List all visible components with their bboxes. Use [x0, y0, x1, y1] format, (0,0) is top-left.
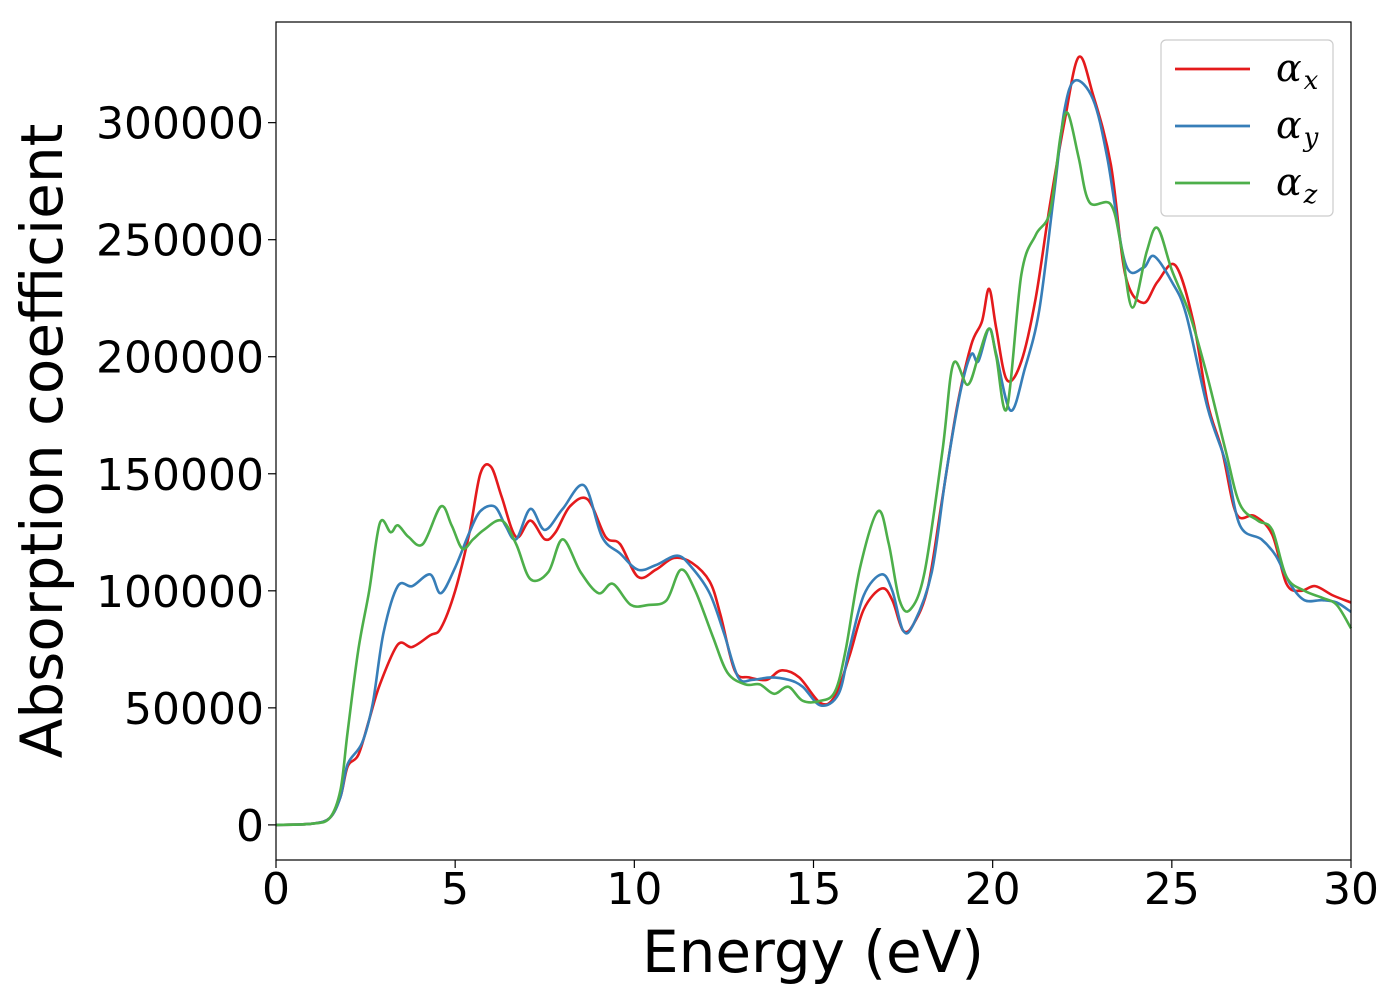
- x-tick-label: 15: [786, 864, 842, 915]
- y-tick-label: 50000: [124, 684, 264, 735]
- y-axis-label: Absorption coefficient: [8, 124, 76, 759]
- x-tick-label: 20: [965, 864, 1021, 915]
- y-axis-ticks: 0 50000 100000 150000 200000 250000 300000: [96, 99, 276, 852]
- y-tick-label: 150000: [96, 450, 264, 501]
- x-tick-label: 25: [1144, 864, 1200, 915]
- x-tick-label: 10: [606, 864, 662, 915]
- x-axis-ticks: 0 5 10 15 20 25 30: [262, 860, 1379, 915]
- x-tick-label: 0: [262, 864, 290, 915]
- series-line-z: [275, 111, 1353, 827]
- y-tick-label: 200000: [96, 333, 264, 384]
- y-tick-label: 100000: [96, 567, 264, 618]
- x-axis-label: Energy (eV): [642, 918, 984, 986]
- series-line-y: [275, 78, 1352, 827]
- y-tick-label: 0: [236, 801, 264, 852]
- legend-box: [1160, 39, 1334, 217]
- x-tick-label: 5: [441, 864, 469, 915]
- y-tick-label: 250000: [96, 216, 264, 267]
- series-lines: [275, 55, 1353, 827]
- y-tick-label: 300000: [96, 99, 264, 150]
- series-line-x: [275, 55, 1352, 827]
- x-tick-label: 30: [1323, 864, 1379, 915]
